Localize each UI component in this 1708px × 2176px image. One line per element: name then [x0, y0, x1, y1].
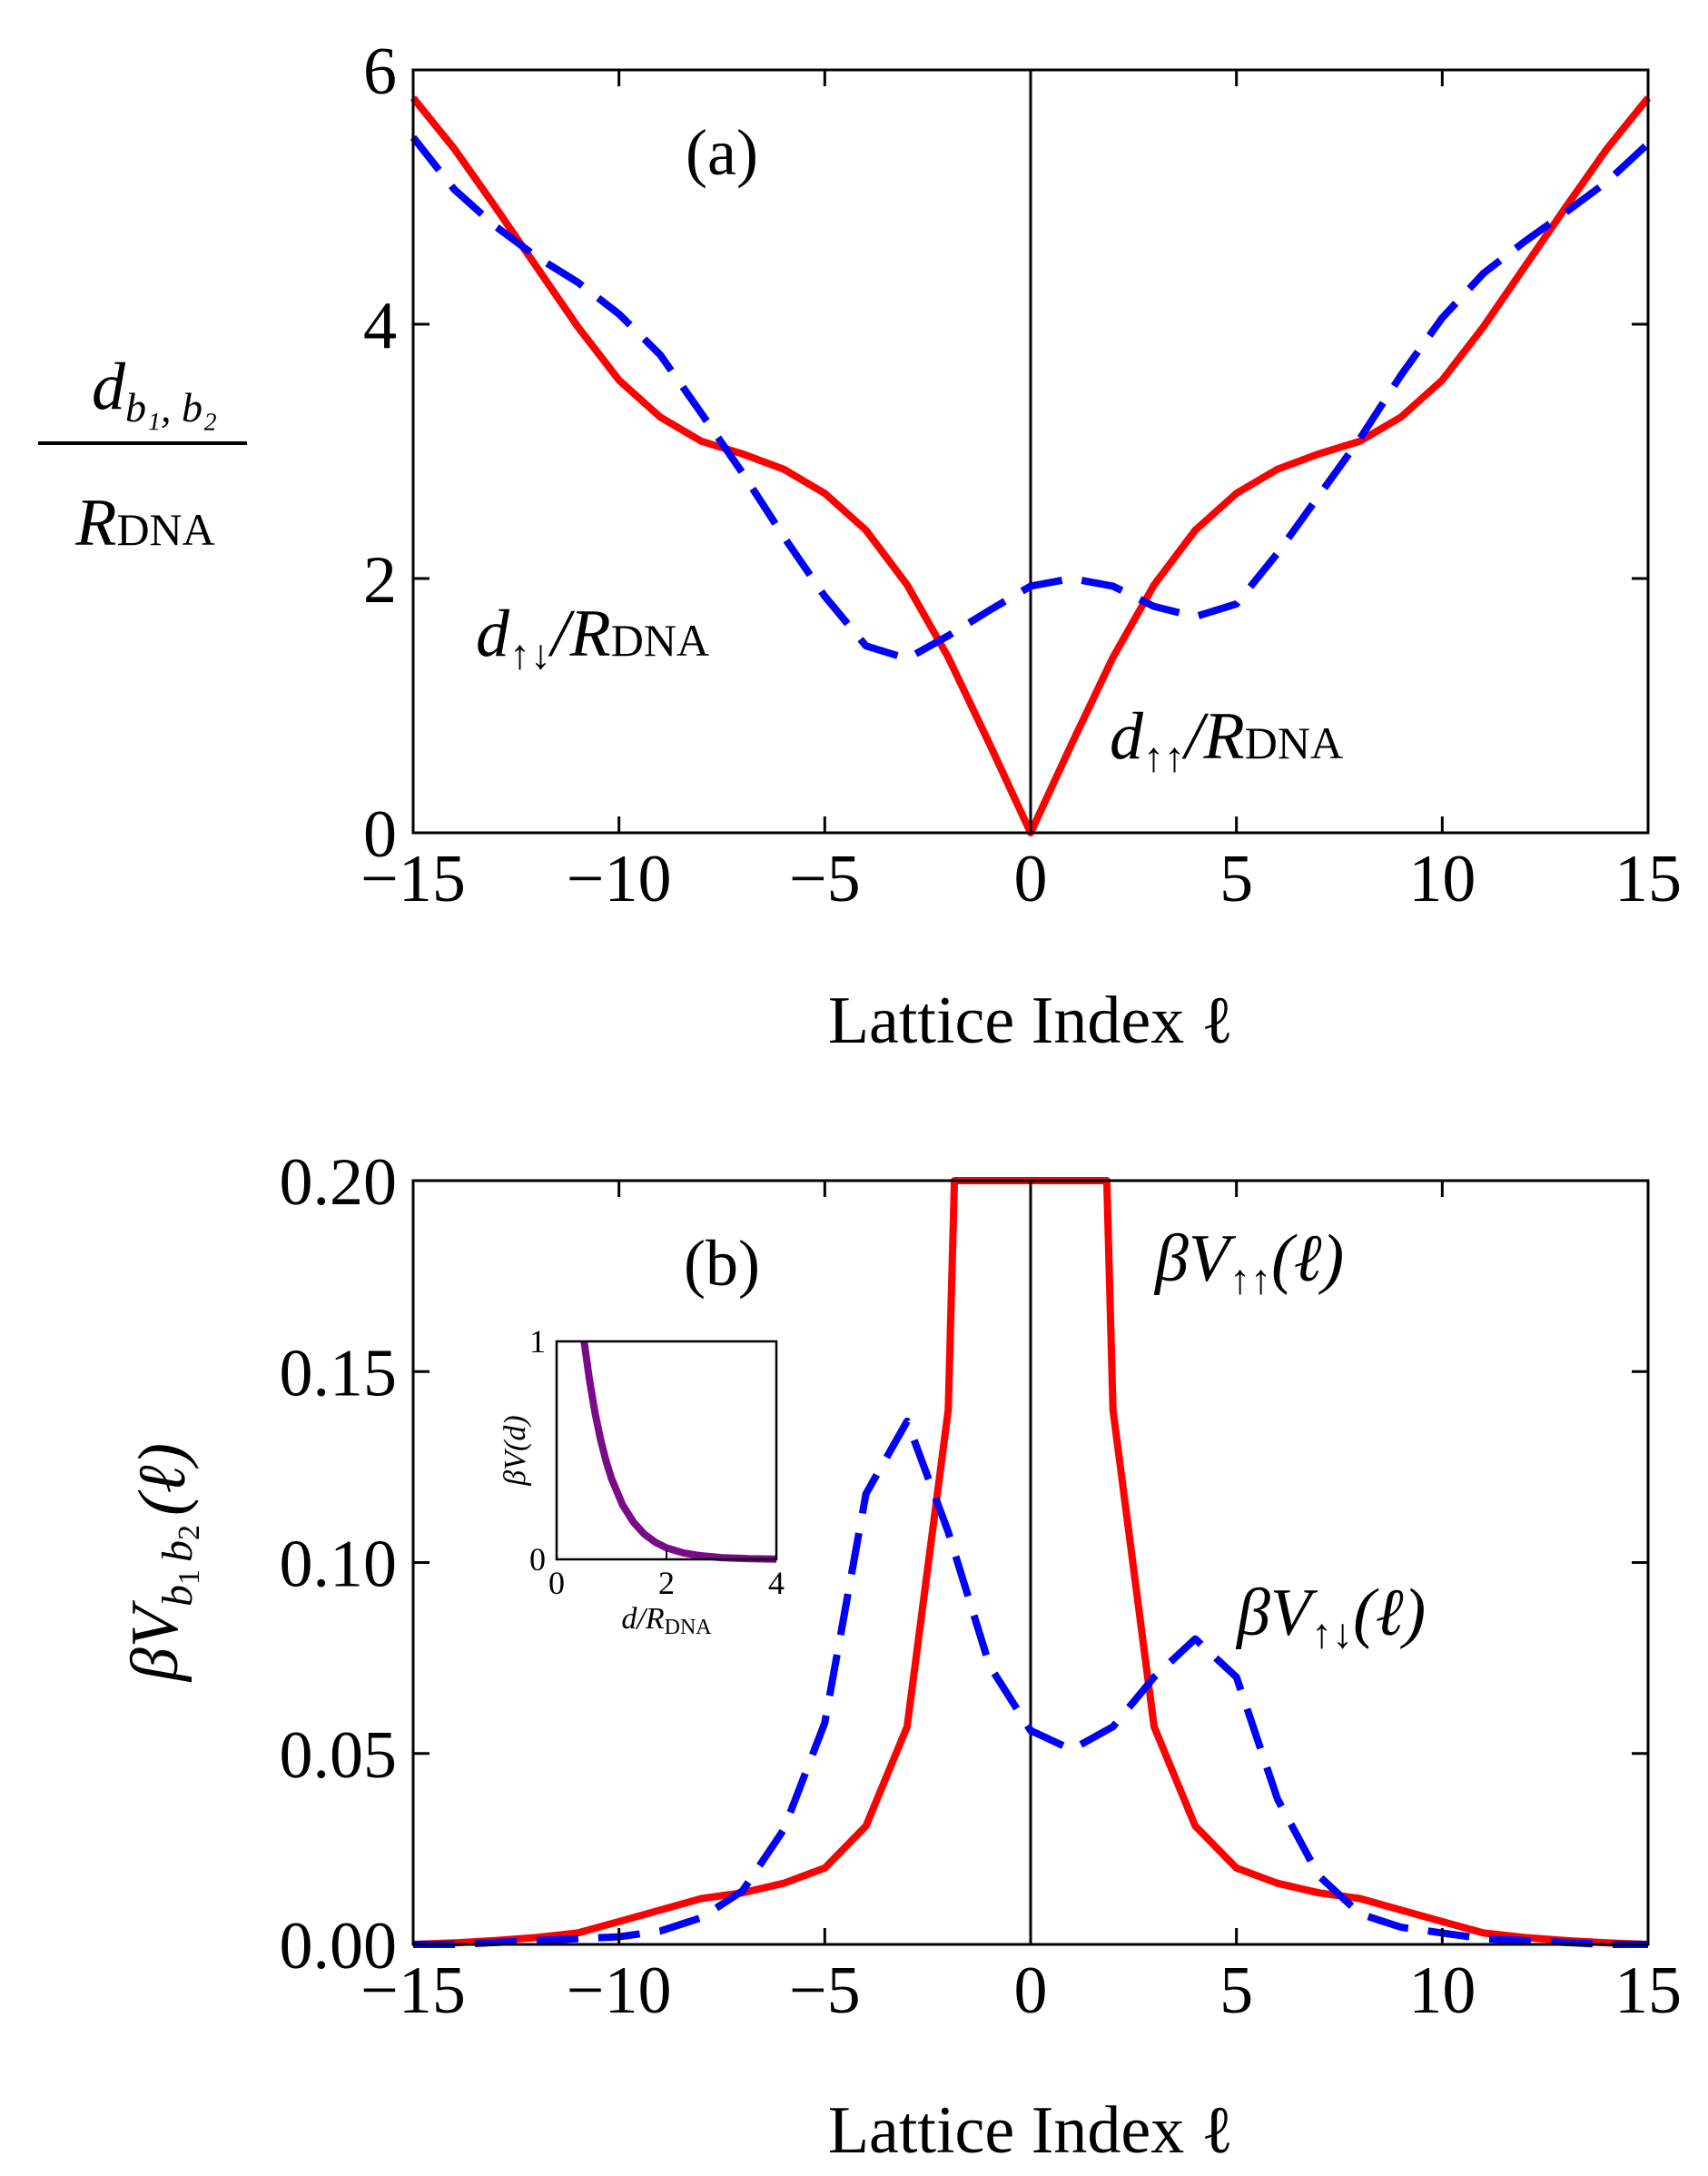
panel-a-y-numerator: db₁, b₂ [92, 350, 217, 430]
b-xtick-label: 0 [1014, 1953, 1048, 2028]
panel-a-y-numerator-sub: b₁, b₂ [125, 384, 217, 430]
panel-b-chart: −15 −10 −5 0 5 10 150.000.050.100.150.20 (b) L… [118, 1145, 1682, 2168]
b-xtick-label: 5 [1219, 1953, 1253, 2028]
a-xtick-label: −5 [789, 842, 861, 916]
a-ytick-label: 4 [363, 289, 397, 363]
inset-x-sub: DNA [665, 1616, 713, 1639]
legend-d-up-down: d↑↓/RDNA [476, 597, 709, 678]
panel-a-y-denominator: RDNA [74, 486, 215, 560]
panel-b-ticks: −15 −10 −5 0 5 10 150.000.050.100.150.20 [280, 1145, 1683, 2028]
a-series-dashed-blue-line [410, 134, 1651, 663]
panel-a-y-denominator-main: R [74, 486, 116, 560]
legend-d-up-down-sub: ↑↓ [509, 631, 551, 678]
a-xtick-label: −15 [360, 842, 466, 916]
legend-bv-up-up-main: βV [1153, 1222, 1237, 1296]
b-ytick-label: 0.20 [280, 1145, 398, 1220]
inset-xtick-label: 0 [548, 1565, 565, 1601]
panel-b-y-axis-title: βVb1b2(ℓ) [118, 1443, 206, 1683]
b-ytick-label: 0.05 [280, 1718, 398, 1793]
b-ytick-label: 0.15 [280, 1336, 398, 1410]
legend-bv-up-up-sub: ↑↑ [1229, 1256, 1271, 1302]
panel-b-y-sub1: b [153, 1585, 202, 1607]
inset-x-main: d [621, 1602, 637, 1636]
inset-background [557, 1341, 776, 1559]
a-ytick-label: 0 [363, 797, 397, 872]
inset-ticks: 0 2 4 0 1 [529, 1323, 785, 1601]
legend-d-up-up: d↑↑/RDNA [1110, 699, 1343, 780]
legend-d-up-up-main: d [1110, 699, 1144, 774]
b-ytick-label: 0.00 [280, 1909, 398, 1983]
b-ytick-label: 0.10 [280, 1528, 398, 1602]
panel-b-y-main: βV [118, 1599, 193, 1683]
legend-d-up-up-rest-sub: DNA [1245, 717, 1343, 768]
legend-d-up-down-rest: /R [548, 597, 611, 671]
panel-a-y-numerator-main: d [92, 350, 126, 424]
inset-series-group [580, 1340, 777, 1563]
panel-b-label: (b) [684, 1227, 760, 1300]
panel-b-x-axis-title: Lattice Index ℓ [828, 2093, 1233, 2168]
inset-y-axis-title: βV(d) [499, 1415, 532, 1486]
legend-bv-up-down-rest: (ℓ) [1353, 1576, 1426, 1650]
b-xtick-label: −5 [789, 1953, 861, 2028]
legend-d-up-up-rest: /R [1181, 699, 1245, 774]
legend-d-up-down-rest-sub: DNA [611, 615, 709, 666]
a-ytick-label: 6 [363, 35, 397, 109]
panel-b-y-sub2: b [153, 1540, 202, 1562]
legend-bv-up-down-main: βV [1235, 1576, 1318, 1650]
inset-xtick-label: 2 [658, 1565, 675, 1601]
inset-xtick-label: 4 [768, 1565, 785, 1601]
panel-a-y-denominator-sub: DNA [116, 504, 214, 555]
b-xtick-label: 15 [1614, 1953, 1682, 2028]
legend-bv-up-down: βV↑↓(ℓ) [1235, 1576, 1426, 1657]
inset-x-axis-title: d/RDNA [621, 1602, 712, 1639]
a-xtick-label: 10 [1408, 842, 1476, 916]
a-ytick-label: 2 [363, 543, 397, 618]
legend-d-up-down-main: d [476, 597, 510, 671]
panel-a-y-axis-title: db₁, b₂ RDNA [38, 350, 247, 560]
inset-ytick-label: 0 [529, 1541, 546, 1578]
inset-series-line [580, 1340, 777, 1563]
inset-chart: 0 2 4 0 1 βV(d) d/RDNA [499, 1323, 785, 1639]
legend-bv-up-up-rest: (ℓ) [1271, 1222, 1344, 1296]
a-xtick-label: 5 [1219, 842, 1253, 916]
panel-a-label: (a) [686, 116, 758, 189]
legend-bv-up-up: βV↑↑(ℓ) [1153, 1222, 1344, 1302]
b-xtick-label: −10 [567, 1953, 672, 2028]
legend-d-up-up-sub: ↑↑ [1143, 734, 1185, 780]
inset-ytick-label: 1 [529, 1323, 546, 1360]
panel-a-ticks: −15 −10 −5 0 5 10 15 0 2 4 6 [360, 35, 1682, 916]
panel-b-y-rest: (ℓ) [125, 1443, 200, 1516]
panel-b-y-sub2-sub: 2 [173, 1525, 206, 1540]
legend-bv-up-down-sub: ↑↓ [1311, 1610, 1353, 1657]
panel-a-chart: −15 −10 −5 0 5 10 15 0 2 4 6 (a) Lattice Index ℓ d… [38, 35, 1682, 1058]
a-xtick-label: −10 [567, 842, 672, 916]
b-xtick-label: 10 [1408, 1953, 1476, 2028]
a-xtick-label: 0 [1014, 842, 1048, 916]
b-xtick-label: −15 [360, 1953, 466, 2028]
a-xtick-label: 15 [1614, 842, 1682, 916]
panel-a-x-axis-title: Lattice Index ℓ [828, 984, 1233, 1058]
panel-b-y-sub1-sub: 1 [173, 1569, 206, 1585]
inset-x-rest: /R [635, 1602, 664, 1636]
